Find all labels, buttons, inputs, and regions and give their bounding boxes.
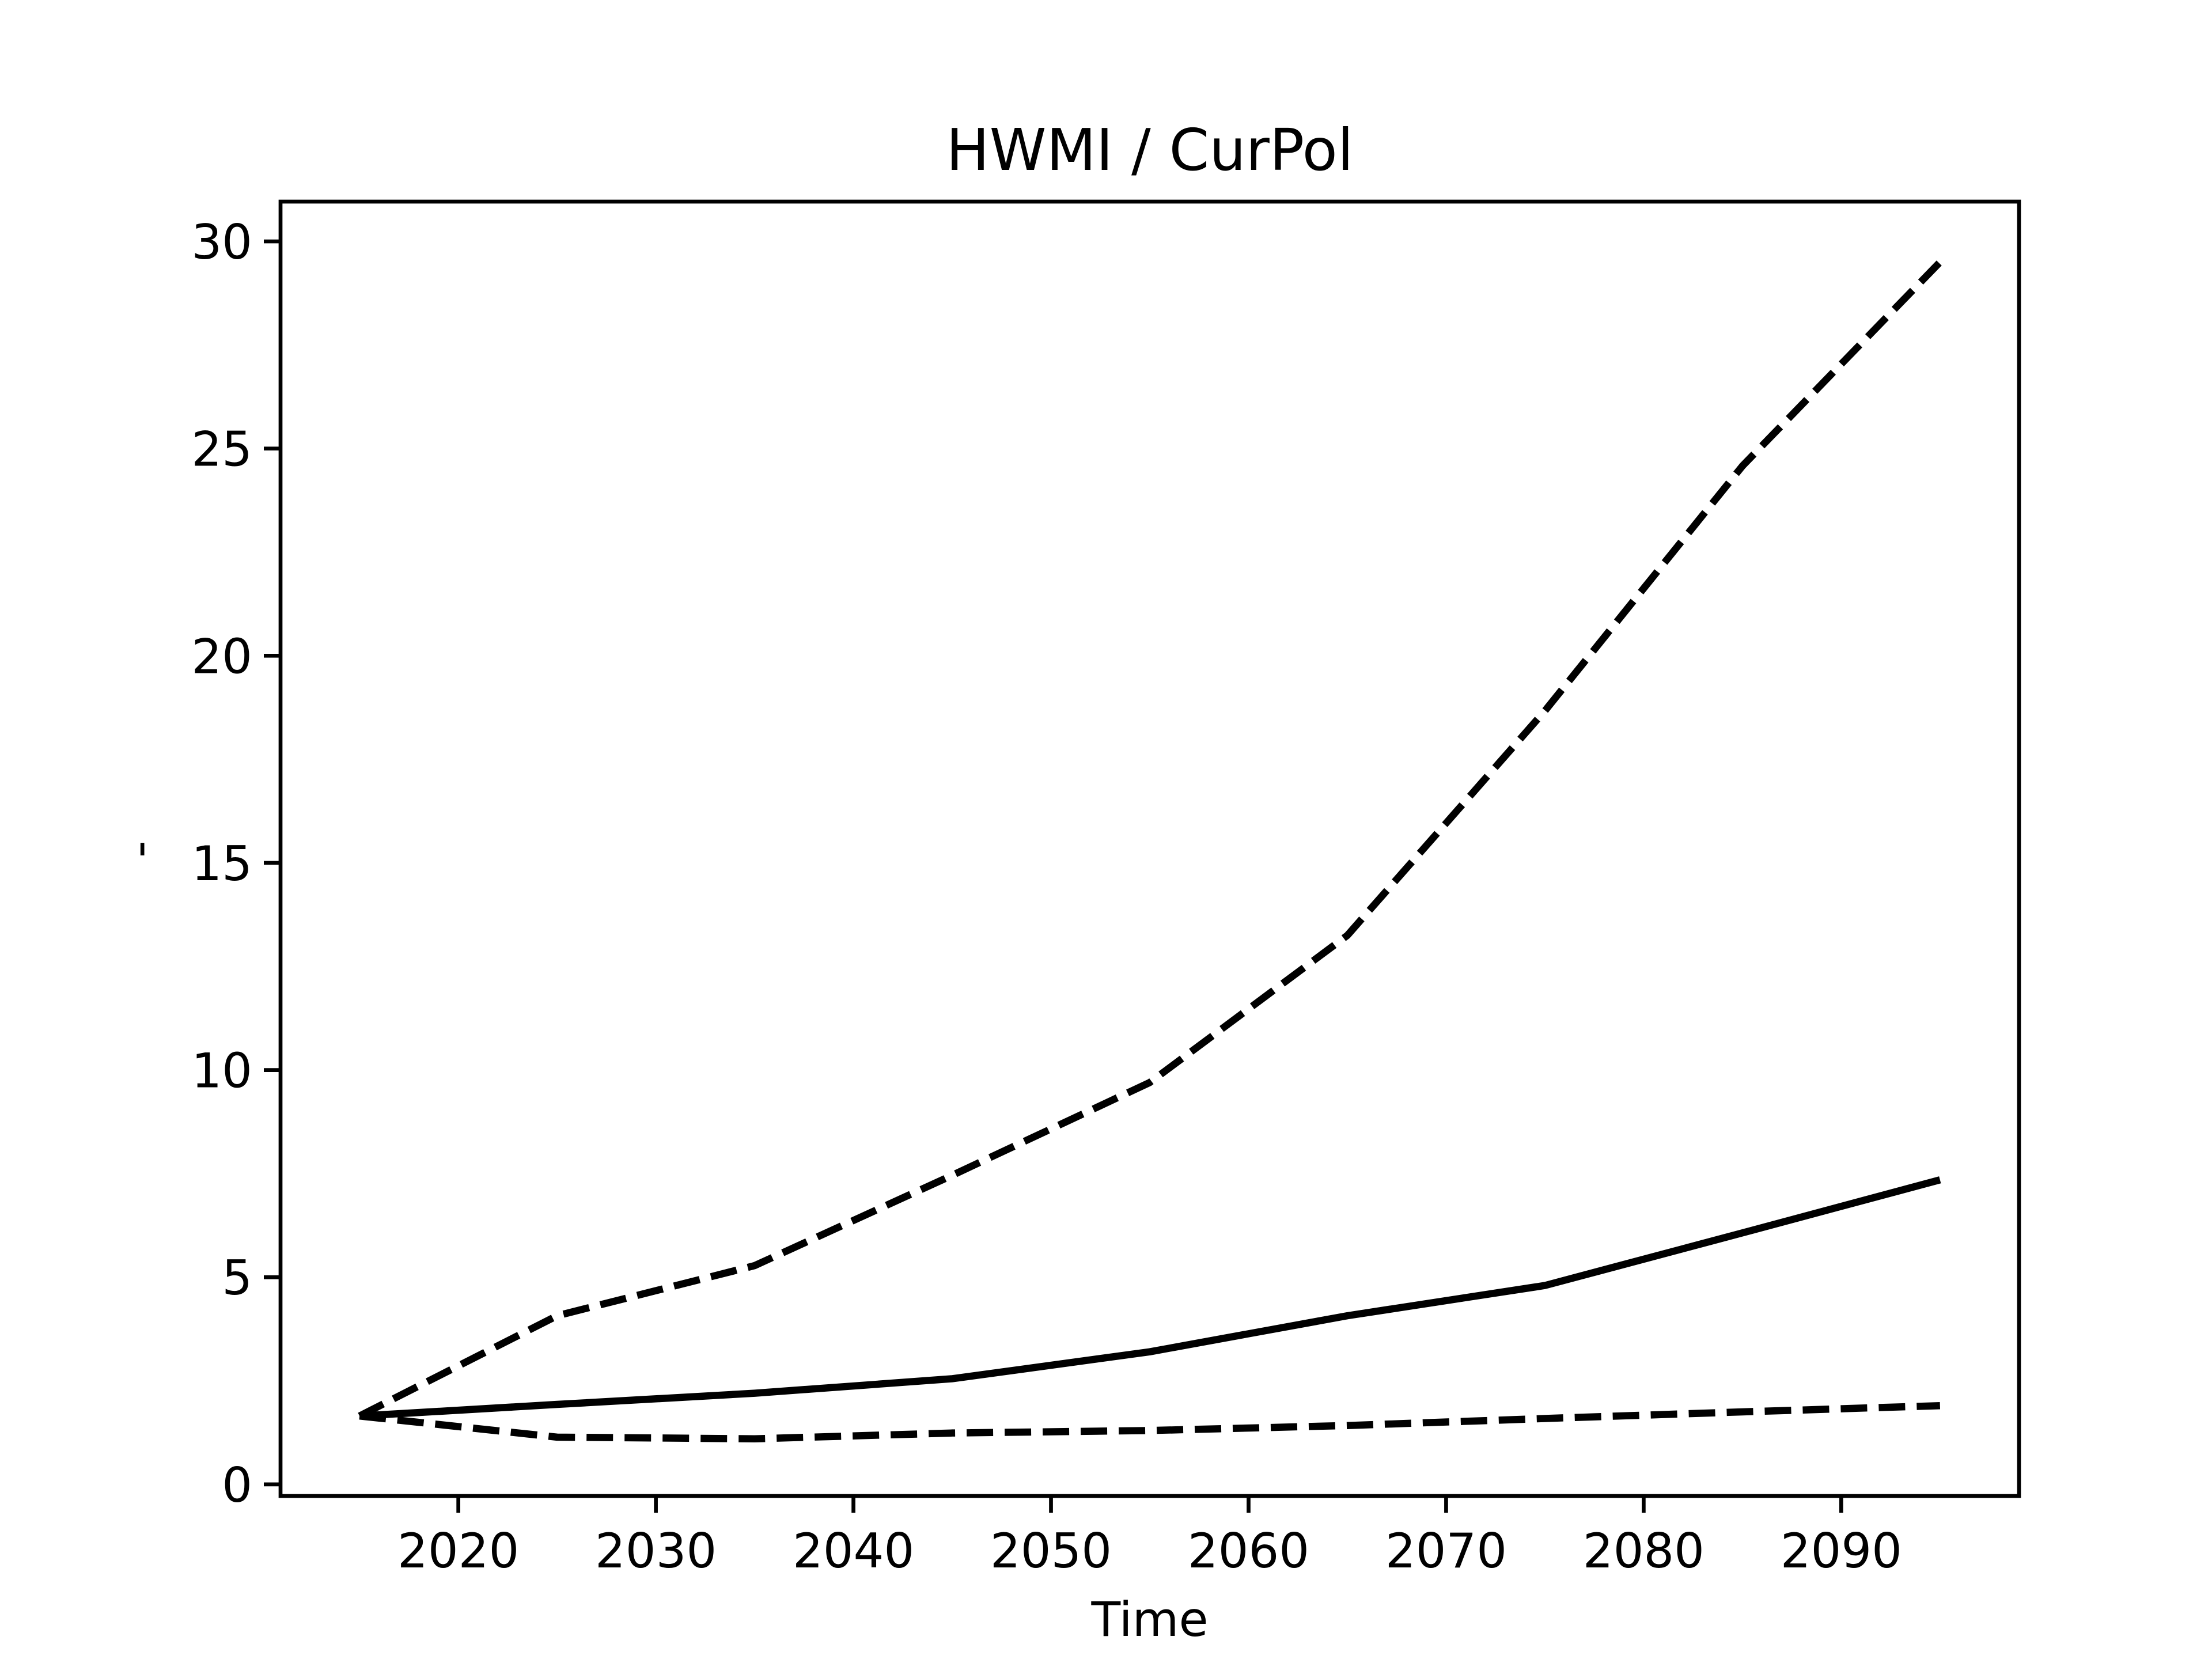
y-tick-label: 30 [191,214,252,270]
y-tick-label: 20 [191,628,252,684]
series-line [359,1402,1941,1442]
x-tick-label: 2060 [1188,1523,1309,1579]
x-tick-label: 2040 [793,1523,914,1579]
x-tick-label: 2050 [990,1523,1112,1579]
x-tick-label: 2090 [1781,1523,1902,1579]
x-tick-label: 2020 [397,1523,519,1579]
chart-title: HWMI / CurPol [946,116,1353,184]
x-tick-label: 2080 [1583,1523,1705,1579]
x-tick-label: 2070 [1385,1523,1507,1579]
y-tick-label: 25 [191,422,252,478]
y-axis-label: - [111,840,167,858]
series-line [359,1176,1941,1420]
x-axis-label: Time [1090,1592,1208,1647]
y-tick-label: 10 [191,1043,252,1099]
series-line [358,259,1943,1419]
y-tick-label: 0 [222,1457,252,1513]
y-tick-label: 5 [222,1250,252,1306]
plot-frame [278,199,2021,1498]
x-tick-label: 2030 [595,1523,717,1579]
y-tick-label: 15 [191,836,252,892]
